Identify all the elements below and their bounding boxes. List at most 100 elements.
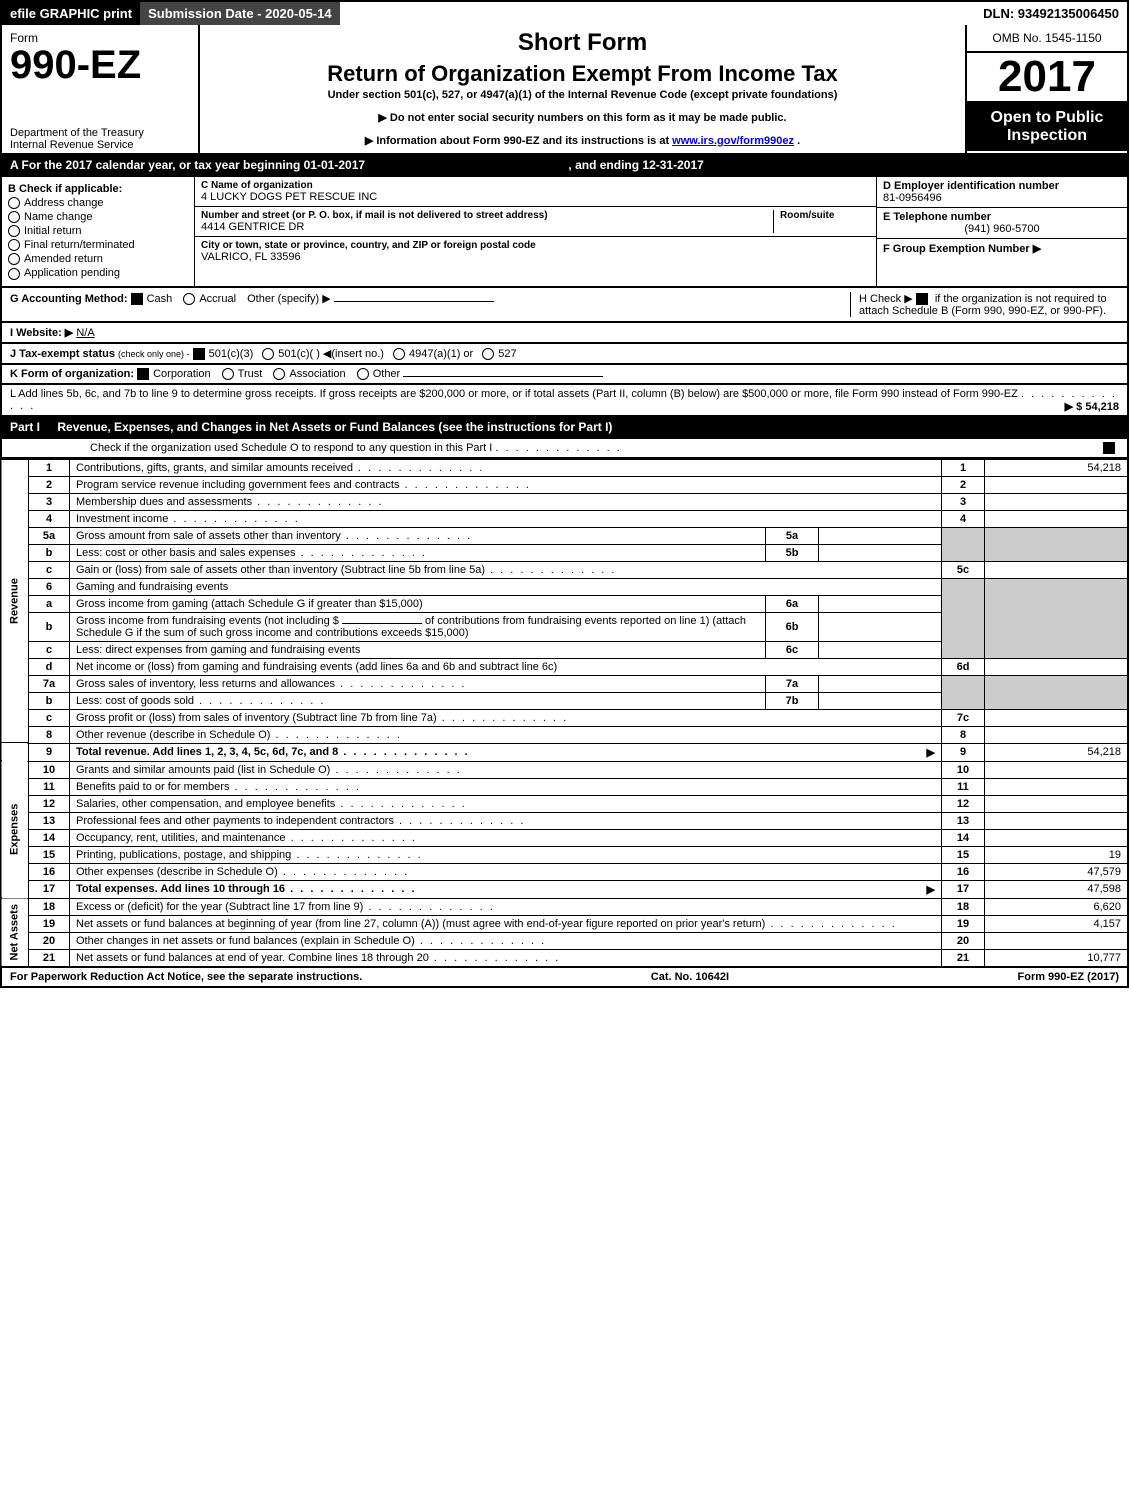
- l6a-desc: Gross income from gaming (attach Schedul…: [76, 598, 423, 610]
- l18-rno: 18: [942, 898, 985, 915]
- line-i: I Website: ▶ N/A: [0, 323, 1129, 344]
- part-1-check: Check if the organization used Schedule …: [0, 439, 1129, 459]
- l9-arrow: ▶: [927, 746, 935, 759]
- l20-rno: 20: [942, 932, 985, 949]
- b-address-change[interactable]: Address change: [8, 197, 188, 209]
- b-final-return[interactable]: Final return/terminated: [8, 239, 188, 251]
- l7c-desc: Gross profit or (loss) from sales of inv…: [76, 712, 437, 724]
- l13-desc: Professional fees and other payments to …: [76, 815, 394, 827]
- j-501c[interactable]: 501(c)( ) ◀(insert no.): [262, 348, 384, 360]
- l6c-sub: 6c: [766, 641, 819, 658]
- l6d-desc: Net income or (loss) from gaming and fun…: [76, 661, 557, 673]
- l7a-sub: 7a: [766, 675, 819, 692]
- l5a-desc: Gross amount from sale of assets other t…: [76, 530, 341, 542]
- l1-rno: 1: [942, 459, 985, 476]
- l5b-sub: 5b: [766, 544, 819, 561]
- l19-no: 19: [29, 915, 70, 932]
- section-revenue-end: [1, 743, 29, 761]
- lines-table: Revenue 1 Contributions, gifts, grants, …: [0, 459, 1129, 968]
- l5b-subval: [819, 544, 942, 561]
- k-corp[interactable]: Corporation: [137, 368, 210, 380]
- l20-no: 20: [29, 932, 70, 949]
- g-other[interactable]: Other (specify) ▶: [247, 293, 494, 305]
- g-cash[interactable]: Cash: [131, 293, 173, 305]
- l5a-sub: 5a: [766, 527, 819, 544]
- b-amended-return[interactable]: Amended return: [8, 253, 188, 265]
- top-bar: efile GRAPHIC print Submission Date - 20…: [0, 0, 1129, 25]
- l6b-sub: 6b: [766, 612, 819, 641]
- l12-no: 12: [29, 795, 70, 812]
- part-1-title: Revenue, Expenses, and Changes in Net As…: [57, 420, 612, 434]
- irs-link[interactable]: www.irs.gov/form990ez: [672, 135, 794, 147]
- l18-no: 18: [29, 898, 70, 915]
- footer-right: Form 990-EZ (2017): [1018, 971, 1119, 983]
- l2-rno: 2: [942, 476, 985, 493]
- c-city-label: City or town, state or province, country…: [201, 240, 870, 251]
- g-accrual[interactable]: Accrual: [183, 293, 236, 305]
- l8-desc: Other revenue (describe in Schedule O): [76, 729, 270, 741]
- l16-no: 16: [29, 863, 70, 880]
- l1-amt: 54,218: [985, 459, 1129, 476]
- footer-left: For Paperwork Reduction Act Notice, see …: [10, 971, 362, 983]
- b-name-change[interactable]: Name change: [8, 211, 188, 223]
- l17-no: 17: [29, 880, 70, 898]
- l6c-subval: [819, 641, 942, 658]
- period-end: , and ending 12-31-2017: [568, 158, 703, 172]
- l15-no: 15: [29, 846, 70, 863]
- l12-desc: Salaries, other compensation, and employ…: [76, 798, 335, 810]
- section-expenses: Expenses: [1, 761, 29, 898]
- l12-amt: [985, 795, 1129, 812]
- header-left: Form 990-EZ Department of the Treasury I…: [2, 25, 200, 153]
- l11-desc: Benefits paid to or for members: [76, 781, 229, 793]
- l10-no: 10: [29, 761, 70, 778]
- l18-desc: Excess or (deficit) for the year (Subtra…: [76, 901, 363, 913]
- j-4947[interactable]: 4947(a)(1) or: [393, 348, 473, 360]
- l17-amt: 47,598: [985, 880, 1129, 898]
- b-initial-return[interactable]: Initial return: [8, 225, 188, 237]
- b-app-pending[interactable]: Application pending: [8, 267, 188, 279]
- k-other[interactable]: Other: [357, 368, 401, 380]
- l11-amt: [985, 778, 1129, 795]
- h-checkbox[interactable]: [916, 293, 928, 305]
- l15-rno: 15: [942, 846, 985, 863]
- l17-rno: 17: [942, 880, 985, 898]
- l8-no: 8: [29, 726, 70, 743]
- l6d-amt: [985, 658, 1129, 675]
- org-name: 4 LUCKY DOGS PET RESCUE INC: [201, 191, 870, 203]
- submission-date: Submission Date - 2020-05-14: [140, 2, 340, 25]
- l7-shade: [942, 675, 985, 709]
- j-527[interactable]: 527: [482, 348, 516, 360]
- section-revenue: Revenue: [1, 459, 29, 743]
- open-to-public: Open to Public Inspection: [967, 103, 1127, 151]
- l7c-no: c: [29, 709, 70, 726]
- return-title: Return of Organization Exempt From Incom…: [210, 61, 955, 87]
- l3-amt: [985, 493, 1129, 510]
- page-footer: For Paperwork Reduction Act Notice, see …: [0, 968, 1129, 988]
- l18-amt: 6,620: [985, 898, 1129, 915]
- header-right: OMB No. 1545-1150 2017 Open to Public In…: [967, 25, 1127, 153]
- l6a-subval: [819, 595, 942, 612]
- part-1-checkbox[interactable]: [1103, 442, 1115, 454]
- k-label: K Form of organization:: [10, 368, 134, 380]
- l6-no: 6: [29, 578, 70, 595]
- l3-rno: 3: [942, 493, 985, 510]
- l5c-amt: [985, 561, 1129, 578]
- l16-amt: 47,579: [985, 863, 1129, 880]
- l2-no: 2: [29, 476, 70, 493]
- l5ab-shade-amt: [985, 527, 1129, 561]
- e-label: E Telephone number: [883, 211, 1121, 223]
- l13-rno: 13: [942, 812, 985, 829]
- l7b-desc: Less: cost of goods sold: [76, 695, 194, 707]
- instr-2-pre: ▶ Information about Form 990-EZ and its …: [365, 135, 672, 147]
- j-501c3[interactable]: 501(c)(3): [193, 348, 254, 360]
- tax-year: 2017: [967, 53, 1127, 103]
- l12-rno: 12: [942, 795, 985, 812]
- l20-amt: [985, 932, 1129, 949]
- l6b-desc-pre: Gross income from fundraising events (no…: [76, 615, 342, 627]
- k-trust[interactable]: Trust: [222, 368, 263, 380]
- l6-shade: [942, 578, 985, 658]
- k-assoc[interactable]: Association: [273, 368, 345, 380]
- l13-amt: [985, 812, 1129, 829]
- l3-desc: Membership dues and assessments: [76, 496, 252, 508]
- l6a-sub: 6a: [766, 595, 819, 612]
